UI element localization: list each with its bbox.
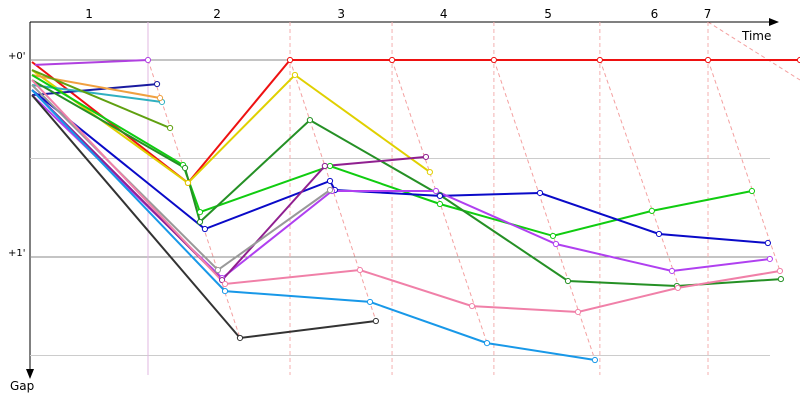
point	[221, 287, 229, 295]
x-tick-label: 7	[704, 7, 712, 21]
point	[306, 116, 314, 124]
point	[326, 186, 334, 194]
point	[196, 208, 204, 216]
series-line	[31, 94, 771, 280]
point	[564, 277, 572, 285]
x-tick-label: 5	[544, 7, 552, 21]
point	[483, 339, 491, 347]
lap-guide	[493, 59, 596, 361]
point	[776, 267, 784, 275]
point	[668, 267, 676, 275]
series-line	[34, 59, 149, 66]
lap-guide	[599, 59, 681, 291]
point	[153, 80, 161, 88]
point	[549, 232, 557, 240]
point	[286, 56, 294, 64]
point	[388, 56, 396, 64]
lap-guides	[147, 21, 800, 361]
point	[596, 56, 603, 64]
point	[674, 284, 681, 292]
point	[196, 218, 204, 226]
x-tick-label: 2	[213, 7, 221, 21]
point	[291, 71, 299, 79]
point	[326, 177, 334, 185]
series-line	[31, 69, 431, 185]
point	[356, 266, 364, 274]
lap-guide	[707, 59, 781, 272]
lap-guide	[289, 59, 377, 322]
point	[536, 189, 544, 197]
point	[422, 153, 430, 161]
series-line	[31, 79, 781, 288]
point	[326, 162, 334, 170]
point	[436, 192, 444, 200]
point	[436, 200, 444, 208]
point	[552, 240, 560, 248]
point	[214, 266, 222, 274]
x-tick-label: 6	[651, 7, 659, 21]
point	[184, 179, 192, 187]
point	[372, 317, 379, 325]
point	[426, 169, 433, 176]
series-line	[31, 59, 800, 185]
point	[166, 124, 174, 132]
series-line	[31, 83, 158, 97]
point	[764, 239, 771, 247]
point	[366, 298, 374, 306]
point	[704, 56, 712, 64]
point	[218, 276, 226, 284]
y-tick-label: +1'	[8, 248, 26, 259]
point	[156, 94, 164, 102]
point	[766, 255, 773, 263]
point	[591, 356, 599, 364]
series-line	[31, 89, 768, 244]
point	[432, 187, 440, 195]
point	[144, 56, 152, 64]
x-tick-label: 4	[440, 7, 448, 21]
point	[648, 207, 655, 215]
point	[574, 308, 582, 316]
point	[321, 162, 328, 170]
series-line	[31, 89, 426, 282]
point	[201, 225, 209, 233]
y-tick-label: +0'	[8, 51, 26, 62]
point	[748, 187, 756, 195]
x-tick-label: 3	[337, 7, 345, 21]
point	[796, 56, 800, 64]
point	[468, 302, 476, 310]
y-axis-label: Gap	[10, 379, 34, 393]
point	[236, 334, 244, 342]
series-line	[31, 69, 171, 129]
x-axis-label: Time	[741, 29, 771, 43]
point	[181, 164, 189, 172]
point	[777, 275, 784, 283]
x-tick-label: 1	[85, 7, 93, 21]
point	[655, 230, 663, 238]
point	[490, 56, 497, 64]
point	[221, 280, 229, 288]
